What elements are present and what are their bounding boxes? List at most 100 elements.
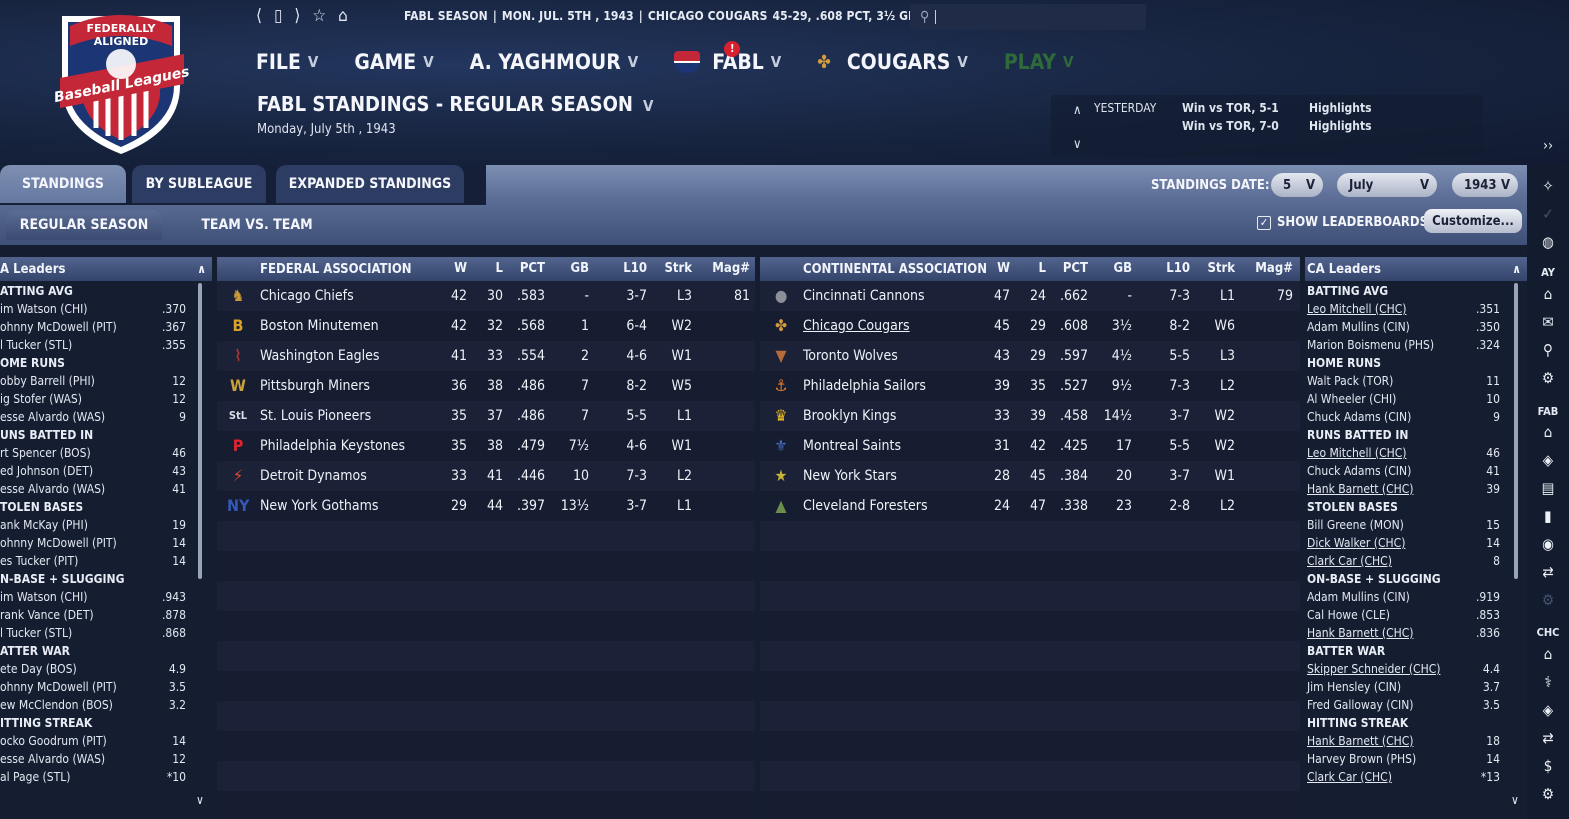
team-row[interactable]: ♞ Chicago Chiefs 42 30 .583 - 3-7 L3 81 [217, 281, 755, 311]
column-header-gb[interactable]: GB [1113, 261, 1132, 276]
leader-player[interactable]: ig Stofer (WAS) [0, 392, 82, 406]
scroll-down-icon[interactable]: ∨ [196, 793, 204, 807]
chevron-up-icon[interactable]: ∧ [1073, 103, 1082, 118]
tab-by-subleague[interactable]: BY SUBLEAGUE [132, 165, 266, 203]
tab-regular-season[interactable]: REGULAR SEASON [6, 210, 162, 240]
globe-icon[interactable]: ◍ [1542, 233, 1554, 251]
transfer-icon[interactable]: ⇄ [1542, 563, 1554, 581]
team-row[interactable]: W Pittsburgh Miners 36 38 .486 7 8-2 W5 [217, 371, 755, 401]
leader-row[interactable]: Chuck Adams (CIN) 9 [1307, 408, 1500, 426]
search-input[interactable]: ⚲ [910, 4, 1146, 30]
leader-row[interactable]: ete Day (BOS) 4.9 [0, 660, 186, 678]
home-icon[interactable]: ⌂ [1543, 423, 1553, 441]
leader-player[interactable]: ew McClendon (BOS) [0, 698, 113, 712]
column-header-l10[interactable]: L10 [623, 261, 647, 276]
tab-team-vs-team[interactable]: TEAM VS. TEAM [201, 217, 313, 233]
star-icon[interactable]: ☆ [312, 6, 327, 26]
team-row[interactable]: ● Cincinnati Cannons 47 24 .662 - 7-3 L1 79 [760, 281, 1300, 311]
month-select[interactable]: July V [1337, 173, 1437, 197]
leader-row[interactable]: Harvey Brown (PHS) 14 [1307, 750, 1500, 768]
team-row[interactable]: ⌇ Washington Eagles 41 33 .554 2 4-6 W1 [217, 341, 755, 371]
gear-icon[interactable]: ⚙ [1541, 591, 1555, 609]
home-icon[interactable]: ⌂ [1543, 645, 1553, 663]
leader-player[interactable]: esse Alvardo (WAS) [0, 410, 106, 424]
menu-manager[interactable]: A. YAGHMOUR V [469, 50, 639, 74]
tab-standings[interactable]: STANDINGS [0, 165, 126, 203]
transfer-icon[interactable]: ⇄ [1542, 729, 1554, 747]
year-select[interactable]: 1943 V [1452, 173, 1518, 197]
leader-row[interactable]: es Tucker (PIT) 14 [0, 552, 186, 570]
chevron-down-icon[interactable]: ∨ [1073, 137, 1082, 152]
leader-row[interactable]: Fred Galloway (CIN) 3.5 [1307, 696, 1500, 714]
leader-row[interactable]: esse Alvardo (WAS) 41 [0, 480, 186, 498]
team-name[interactable]: Philadelphia Sailors [803, 378, 926, 394]
search-icon[interactable]: ⚲ [1543, 341, 1553, 359]
home-icon[interactable]: ⌂ [1543, 285, 1553, 303]
team-name[interactable]: Philadelphia Keystones [260, 438, 406, 454]
leader-row[interactable]: ocko Goodrum (PIT) 14 [0, 732, 186, 750]
team-row[interactable]: ⚡ Detroit Dynamos 33 41 .446 10 7-3 L2 [217, 461, 755, 491]
page-title[interactable]: FABL STANDINGS - REGULAR SEASON V [257, 92, 654, 116]
leader-player[interactable]: esse Alvardo (WAS) [0, 752, 106, 766]
leader-player[interactable]: ohnny McDowell (PIT) [0, 536, 117, 550]
team-row[interactable]: ⚜ Montreal Saints 31 42 .425 17 5-5 W2 [760, 431, 1300, 461]
leader-row[interactable]: ohnny McDowell (PIT) .367 [0, 318, 186, 336]
dollar-icon[interactable]: $ [1543, 757, 1553, 775]
leader-row[interactable]: Adam Mullins (CIN) .350 [1307, 318, 1500, 336]
leader-player[interactable]: Al Wheeler (CHI) [1307, 392, 1397, 406]
leader-row[interactable]: rt Spencer (BOS) 46 [0, 444, 186, 462]
team-row[interactable]: P Philadelphia Keystones 35 38 .479 7½ 4-6 W1 [217, 431, 755, 461]
leader-row[interactable]: al Page (STL) *10 [0, 768, 186, 786]
team-name[interactable]: St. Louis Pioneers [260, 408, 372, 424]
leader-row[interactable]: Hank Barnett (CHC) 39 [1307, 480, 1500, 498]
team-row[interactable]: ♛ Brooklyn Kings 33 39 .458 14½ 3-7 W2 [760, 401, 1300, 431]
team-name[interactable]: Cleveland Foresters [803, 498, 928, 514]
leader-player[interactable]: Hank Barnett (CHC) [1307, 734, 1414, 748]
leader-player[interactable]: Adam Mullins (CIN) [1307, 590, 1410, 604]
team-name[interactable]: Montreal Saints [803, 438, 902, 454]
team-row[interactable]: ▲ Cleveland Foresters 24 47 .338 23 2-8 L2 [760, 491, 1300, 521]
team-name[interactable]: Detroit Dynamos [260, 468, 367, 484]
team-name[interactable]: Pittsburgh Miners [260, 378, 370, 394]
location-icon[interactable]: ◈ [1542, 451, 1554, 469]
leader-player[interactable]: Clark Car (CHC) [1307, 554, 1392, 568]
crumb-season[interactable]: FABL SEASON [404, 9, 488, 23]
location-icon[interactable]: ◈ [1542, 701, 1554, 719]
scroll-down-icon[interactable]: ∨ [1511, 793, 1519, 807]
leader-player[interactable]: Fred Galloway (CIN) [1307, 698, 1414, 712]
leader-row[interactable]: Jim Hensley (CIN) 3.7 [1307, 678, 1500, 696]
leader-player[interactable]: ocko Goodrum (PIT) [0, 734, 107, 748]
mail-icon[interactable]: ✉ [1542, 313, 1554, 331]
team-name[interactable]: Boston Minutemen [260, 318, 379, 334]
leader-row[interactable]: Bill Greene (MON) 15 [1307, 516, 1500, 534]
leader-player[interactable]: Chuck Adams (CIN) [1307, 410, 1412, 424]
menu-game[interactable]: GAME V [354, 50, 434, 74]
team-name[interactable]: Chicago Chiefs [260, 288, 354, 304]
tab-expanded-standings[interactable]: EXPANDED STANDINGS [276, 165, 464, 203]
leader-row[interactable]: Chuck Adams (CIN) 41 [1307, 462, 1500, 480]
leader-player[interactable]: Marion Boismenu (PHS) [1307, 338, 1435, 352]
leader-player[interactable]: Adam Mullins (CIN) [1307, 320, 1410, 334]
leader-player[interactable]: Jim Hensley (CIN) [1307, 680, 1402, 694]
leader-row[interactable]: Al Wheeler (CHI) 10 [1307, 390, 1500, 408]
gear-icon[interactable]: ⚙ [1541, 369, 1555, 387]
scroll-up-icon[interactable]: ∧ [1512, 262, 1521, 276]
leader-row[interactable]: Hank Barnett (CHC) .836 [1307, 624, 1500, 642]
leader-player[interactable]: obby Barrell (PHI) [0, 374, 95, 388]
team-row[interactable]: B Boston Minutemen 42 32 .568 1 6-4 W2 [217, 311, 755, 341]
leader-row[interactable]: Marion Boismenu (PHS) .324 [1307, 336, 1500, 354]
column-header-mag-num[interactable]: Mag# [1255, 261, 1293, 276]
leader-row[interactable]: obby Barrell (PHI) 12 [0, 372, 186, 390]
leader-row[interactable]: im Watson (CHI) .370 [0, 300, 186, 318]
leader-row[interactable]: ig Stofer (WAS) 12 [0, 390, 186, 408]
lightbulb-icon[interactable]: ✧ [1542, 177, 1554, 195]
column-header-strk[interactable]: Strk [1207, 261, 1235, 276]
leader-player[interactable]: Hank Barnett (CHC) [1307, 626, 1414, 640]
leader-player[interactable]: im Watson (CHI) [0, 302, 88, 316]
leader-player[interactable]: ed Johnson (DET) [0, 464, 94, 478]
leader-player[interactable]: ohnny McDowell (PIT) [0, 320, 117, 334]
menu-play[interactable]: PLAY V [1003, 50, 1074, 74]
leader-row[interactable]: rank Vance (DET) .878 [0, 606, 186, 624]
leader-row[interactable]: Skipper Schneider (CHC) 4.4 [1307, 660, 1500, 678]
leader-player[interactable]: rank Vance (DET) [0, 608, 94, 622]
